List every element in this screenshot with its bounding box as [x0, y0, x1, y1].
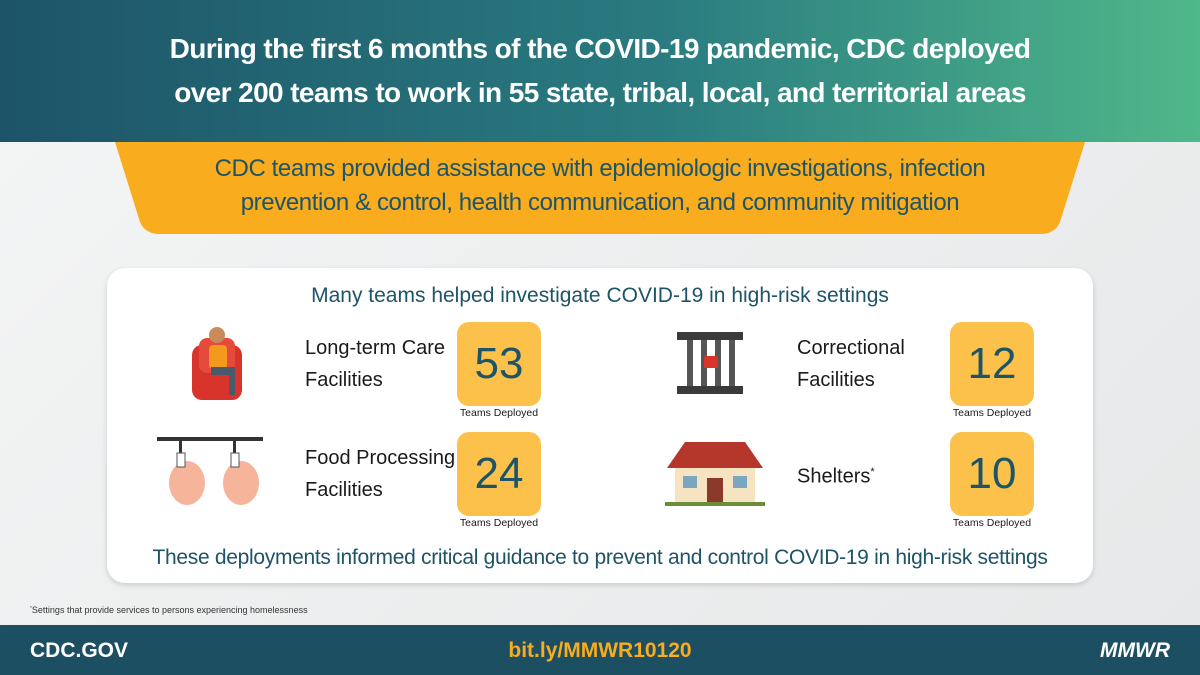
title-line: over 200 teams to work in 55 state, trib…: [174, 77, 1026, 108]
footer-brand: MMWR: [1100, 639, 1170, 662]
footnote-text: Settings that provide services to person…: [31, 605, 308, 615]
icon-food: [157, 437, 263, 505]
label-line: Food Processing: [305, 447, 456, 469]
footer: CDC.GOV bit.ly/MMWR10120 MMWR: [0, 625, 1200, 675]
setting-label: Correctional Facilities: [797, 332, 905, 396]
title-line: During the first 6 months of the COVID-1…: [169, 33, 1031, 64]
setting-label: Shelters*: [797, 456, 875, 493]
label-line: Correctional: [797, 337, 905, 359]
count-box: 12: [950, 322, 1034, 406]
footnote-marker: *: [30, 606, 32, 611]
label-line: Shelters: [797, 465, 871, 488]
label-line: Facilities: [305, 479, 383, 501]
panel: Many teams helped investigate COVID-19 i…: [107, 268, 1093, 583]
label-line: Long-term Care: [305, 337, 446, 359]
icon-care: [192, 327, 242, 400]
count-box: 24: [457, 432, 541, 516]
setting-label: Food Processing Facilities: [305, 442, 455, 506]
count-label: Teams Deployed: [459, 517, 539, 529]
label-line: Facilities: [305, 369, 383, 391]
setting-label: Long-term Care Facilities: [305, 332, 445, 396]
banner: CDC teams provided assistance with epide…: [120, 152, 1080, 220]
conclusion: These deployments informed critical guid…: [152, 546, 1048, 569]
banner-line: CDC teams provided assistance with epide…: [214, 155, 986, 182]
footnote: *Settings that provide services to perso…: [30, 605, 308, 615]
count-label: Teams Deployed: [952, 517, 1032, 529]
header: During the first 6 months of the COVID-1…: [0, 0, 1200, 142]
footer-site: CDC.GOV: [30, 639, 129, 662]
panel-heading: Many teams helped investigate COVID-19 i…: [311, 284, 889, 307]
banner-shape: [115, 142, 1085, 234]
count-label: Teams Deployed: [952, 407, 1032, 419]
icon-shelter: [665, 442, 765, 506]
count-box: 53: [457, 322, 541, 406]
footnote-marker: *: [870, 466, 875, 478]
icon-prison: [677, 332, 743, 394]
footer-link: bit.ly/MMWR10120: [508, 639, 692, 662]
label-line: Facilities: [797, 369, 875, 391]
banner-line: prevention & control, health communicati…: [240, 189, 960, 216]
count-box: 10: [950, 432, 1034, 516]
count-label: Teams Deployed: [459, 407, 539, 419]
